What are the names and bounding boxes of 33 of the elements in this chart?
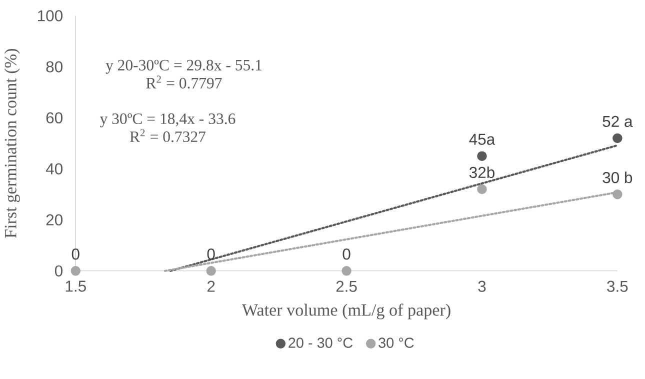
point — [70, 266, 80, 276]
data-label: 52 a — [602, 116, 633, 127]
data-label: 45a — [469, 134, 496, 145]
point — [477, 151, 487, 161]
point — [612, 133, 622, 143]
annotation: R$^{2}$ = 0.7327 — [130, 129, 206, 142]
annotation: y 20-30ºC = 29.8x - 55.1 — [106, 60, 262, 74]
data-label: 0 — [207, 248, 215, 260]
x-axis-title: Water volume (mL/g of paper) — [242, 303, 450, 320]
annotation: R$^{2}$ = 0.7797 — [146, 76, 222, 88]
data-label: 32b — [469, 166, 494, 178]
y-tick-label: 60 — [46, 112, 62, 124]
legend-label: 30 °C — [378, 338, 414, 348]
data-label: 0 — [72, 248, 80, 260]
y-tick-label: 80 — [46, 61, 62, 72]
x-tick-label: 1.5 — [66, 280, 86, 292]
annotation: y 30ºC = 18,4x - 33.6 — [100, 113, 236, 128]
y-axis-title: First germination count (%) — [4, 48, 20, 238]
point — [612, 189, 622, 200]
x-tick-label: 3 — [478, 280, 486, 292]
y-tick-label: 40 — [46, 163, 62, 174]
y-tick-label: 100 — [38, 10, 62, 22]
data-label: 30 b — [602, 171, 632, 184]
point — [342, 266, 352, 276]
legend-label: 20 - 30 °C — [288, 338, 353, 348]
x-tick-label: 2.5 — [336, 280, 357, 292]
data-label: 0 — [342, 248, 350, 260]
y-tick-label: 20 — [46, 214, 62, 226]
x-tick-label: 2 — [207, 280, 215, 292]
point — [477, 184, 487, 194]
y-tick-label: 0 — [54, 265, 62, 276]
x-tick-label: 3.5 — [607, 280, 628, 292]
point — [206, 266, 216, 276]
